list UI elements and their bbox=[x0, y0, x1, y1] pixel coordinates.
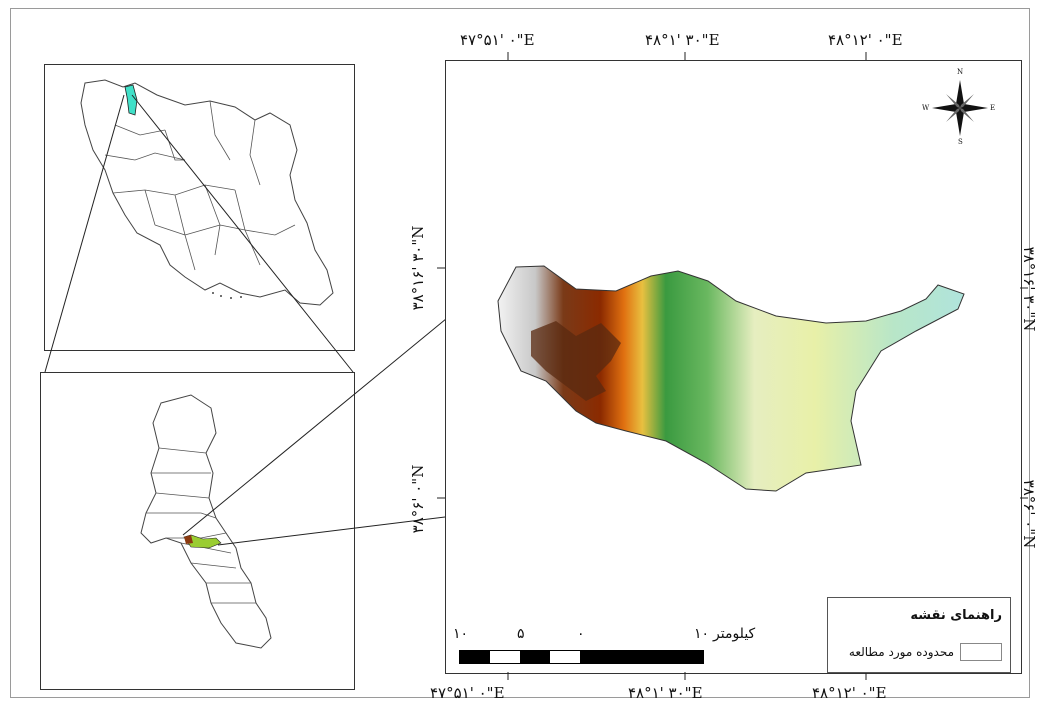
scale-label-1: ۱۰ bbox=[453, 626, 469, 642]
islands bbox=[212, 292, 242, 299]
inset-province bbox=[40, 372, 355, 690]
bottom-tick-3: ۴۸°۱۲' ۰"E bbox=[812, 684, 887, 702]
province-map bbox=[140, 394, 272, 649]
top-tick-2: ۴۸°۱' ۳۰"E bbox=[645, 31, 720, 49]
compass-n: N bbox=[957, 68, 964, 76]
legend-swatch bbox=[960, 643, 1002, 661]
bottom-tick-2: ۴۸°۱' ۳۰"E bbox=[628, 684, 703, 702]
top-tick-3: ۴۸°۱۲' ۰"E bbox=[828, 31, 903, 49]
iran-map bbox=[80, 79, 334, 306]
scale-label-3: ۰ bbox=[577, 626, 585, 642]
left-tick-2: ۳۸°۶' ۰"N bbox=[409, 464, 427, 534]
legend: راهنمای نقشه محدوده مورد مطالعه bbox=[827, 597, 1011, 673]
scale-label-4: ۱۰ bbox=[694, 626, 710, 642]
top-tick-1: ۴۷°۵۱' ۰"E bbox=[460, 31, 535, 49]
inset-iran bbox=[44, 64, 355, 351]
right-tick-2: ۳۸°۶' ۰"N bbox=[1020, 479, 1038, 549]
scale-unit: کیلومتر bbox=[713, 626, 756, 642]
study-province-highlight bbox=[124, 84, 138, 116]
scale-bar bbox=[459, 650, 704, 664]
map-frame bbox=[10, 8, 1030, 698]
scale-label-2: ۵ bbox=[517, 626, 525, 642]
compass-w: W bbox=[922, 104, 930, 112]
left-tick-1: ۳۸°۱۶' ۳۰"N bbox=[409, 225, 427, 311]
compass-s: S bbox=[958, 138, 963, 146]
study-area-small bbox=[183, 534, 222, 549]
legend-title: راهنمای نقشه bbox=[910, 608, 1002, 623]
north-arrow-icon bbox=[932, 80, 988, 136]
compass-e: E bbox=[990, 104, 996, 112]
legend-item: محدوده مورد مطالعه bbox=[849, 643, 1002, 661]
legend-item-label: محدوده مورد مطالعه bbox=[848, 645, 954, 659]
right-tick-1: ۳۸°۱۶' ۳۰"N bbox=[1020, 246, 1038, 332]
bottom-tick-1: ۴۷°۵۱' ۰"E bbox=[430, 684, 505, 702]
study-area-dem bbox=[497, 265, 965, 492]
main-map-panel bbox=[445, 60, 1022, 674]
